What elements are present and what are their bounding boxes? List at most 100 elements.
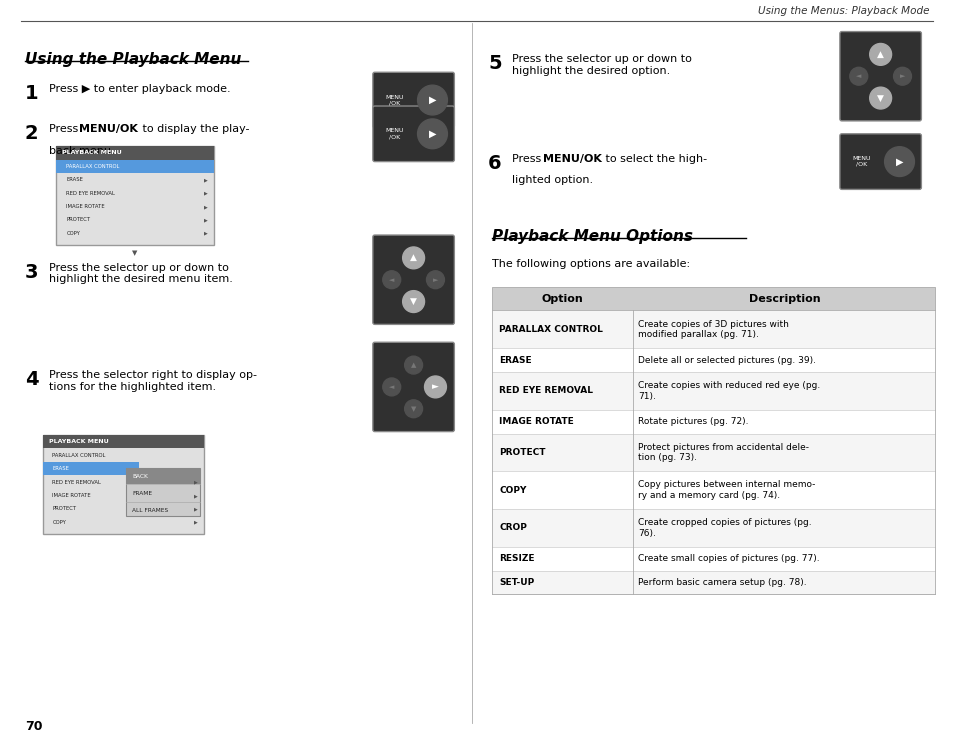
Bar <box>492 434 934 471</box>
Text: PARALLAX CONTROL: PARALLAX CONTROL <box>498 325 602 334</box>
Text: PROTECT: PROTECT <box>498 448 545 457</box>
Text: Copy pictures between internal memo-
ry and a memory card (pg. 74).: Copy pictures between internal memo- ry … <box>638 480 815 500</box>
FancyBboxPatch shape <box>839 133 921 189</box>
Text: ▶: ▶ <box>204 177 207 182</box>
Text: COPY: COPY <box>52 520 67 525</box>
Text: to select the high-: to select the high- <box>602 154 707 164</box>
Circle shape <box>869 87 891 109</box>
Text: COPY: COPY <box>67 231 80 236</box>
Text: MENU/OK: MENU/OK <box>542 154 601 164</box>
Circle shape <box>382 271 400 289</box>
Circle shape <box>402 247 424 269</box>
Circle shape <box>382 378 400 396</box>
Text: Create copies with reduced red eye (pg.
71).: Create copies with reduced red eye (pg. … <box>638 382 820 400</box>
Bar <box>43 434 203 449</box>
Text: ▼: ▼ <box>410 297 416 306</box>
Text: ►: ► <box>433 277 437 283</box>
Text: ►: ► <box>432 382 438 391</box>
Text: PLAYBACK MENU: PLAYBACK MENU <box>62 150 122 155</box>
Text: 2: 2 <box>25 124 38 143</box>
Text: ALL FRAMES: ALL FRAMES <box>132 507 169 513</box>
Text: IMAGE ROTATE: IMAGE ROTATE <box>52 493 91 498</box>
Circle shape <box>849 67 867 85</box>
Text: ▶: ▶ <box>193 493 197 498</box>
Circle shape <box>424 376 446 398</box>
Text: RED EYE REMOVAL: RED EYE REMOVAL <box>52 480 101 485</box>
Text: ▶: ▶ <box>204 191 207 196</box>
Bar <box>492 372 934 409</box>
Text: MENU/OK: MENU/OK <box>79 124 138 134</box>
Text: CROP: CROP <box>498 523 526 532</box>
FancyBboxPatch shape <box>373 106 454 161</box>
Text: ERASE: ERASE <box>52 466 70 471</box>
Text: ▶: ▶ <box>204 204 207 209</box>
Text: ▼: ▼ <box>876 93 883 103</box>
Text: PARALLAX CONTROL: PARALLAX CONTROL <box>67 164 120 169</box>
Text: Create copies of 3D pictures with
modified parallax (pg. 71).: Create copies of 3D pictures with modifi… <box>638 320 788 339</box>
Text: 4: 4 <box>25 370 38 389</box>
Text: ERASE: ERASE <box>498 356 531 365</box>
Text: Description: Description <box>748 293 820 304</box>
Text: ◄: ◄ <box>855 73 861 79</box>
Bar <box>492 471 934 509</box>
Bar <box>43 434 203 534</box>
Text: ◄: ◄ <box>389 384 394 390</box>
Text: 3: 3 <box>25 263 38 282</box>
Text: back menu.: back menu. <box>49 146 114 156</box>
Text: Protect pictures from accidental dele-
tion (pg. 73).: Protect pictures from accidental dele- t… <box>638 443 808 462</box>
Text: ▶: ▶ <box>895 157 902 167</box>
Bar <box>126 468 200 484</box>
Text: BACK: BACK <box>132 474 148 479</box>
Text: FRAME: FRAME <box>132 491 152 495</box>
Circle shape <box>893 67 910 85</box>
Circle shape <box>426 271 444 289</box>
Text: Press: Press <box>49 124 81 134</box>
Text: 6: 6 <box>488 154 501 173</box>
Text: Playback Menu Options: Playback Menu Options <box>492 229 693 244</box>
Text: Delete all or selected pictures (pg. 39).: Delete all or selected pictures (pg. 39)… <box>638 356 816 365</box>
Text: ▲: ▲ <box>410 253 416 262</box>
Text: Rotate pictures (pg. 72).: Rotate pictures (pg. 72). <box>638 417 748 426</box>
Text: ▶: ▶ <box>193 480 197 485</box>
Bar <box>492 547 934 571</box>
Text: Press the selector up or down to
highlight the desired menu item.: Press the selector up or down to highlig… <box>49 263 233 284</box>
Bar <box>492 348 934 372</box>
Text: Perform basic camera setup (pg. 78).: Perform basic camera setup (pg. 78). <box>638 578 806 587</box>
Text: PROTECT: PROTECT <box>52 507 76 511</box>
Text: ►: ► <box>899 73 904 79</box>
Text: ▶: ▶ <box>428 129 436 139</box>
Circle shape <box>869 44 891 66</box>
Text: RESIZE: RESIZE <box>498 554 534 563</box>
Bar <box>43 462 139 475</box>
Text: Press the selector up or down to
highlight the desired option.: Press the selector up or down to highlig… <box>512 54 691 76</box>
Text: ▲: ▲ <box>411 362 416 368</box>
Text: ▶: ▶ <box>193 520 197 525</box>
Text: The following options are available:: The following options are available: <box>492 259 690 269</box>
Text: IMAGE ROTATE: IMAGE ROTATE <box>498 417 574 426</box>
Text: COPY: COPY <box>498 486 526 495</box>
Text: ▼: ▼ <box>132 250 137 256</box>
Circle shape <box>402 290 424 312</box>
Text: ERASE: ERASE <box>67 177 83 182</box>
Text: RED EYE REMOVAL: RED EYE REMOVAL <box>67 191 115 196</box>
Text: 70: 70 <box>25 720 42 734</box>
Bar <box>492 311 934 348</box>
Bar <box>492 287 934 311</box>
Circle shape <box>404 400 422 418</box>
Text: Using the Menus: Playback Mode: Using the Menus: Playback Mode <box>757 6 928 16</box>
Text: Create cropped copies of pictures (pg.
76).: Create cropped copies of pictures (pg. 7… <box>638 518 811 538</box>
Text: ▶: ▶ <box>193 507 197 511</box>
Text: Option: Option <box>541 293 583 304</box>
Circle shape <box>883 147 914 176</box>
Bar <box>56 146 213 245</box>
Text: MENU
/OK: MENU /OK <box>385 128 403 139</box>
Text: ◄: ◄ <box>389 277 394 283</box>
Text: Press the selector right to display op-
tions for the highlighted item.: Press the selector right to display op- … <box>49 370 256 391</box>
FancyBboxPatch shape <box>373 342 454 431</box>
Text: Using the Playback Menu: Using the Playback Menu <box>25 53 241 67</box>
Text: ▶: ▶ <box>428 95 436 105</box>
Text: 1: 1 <box>25 84 38 103</box>
Bar <box>56 160 213 173</box>
Text: SET-UP: SET-UP <box>498 578 534 587</box>
Text: to display the play-: to display the play- <box>139 124 250 134</box>
